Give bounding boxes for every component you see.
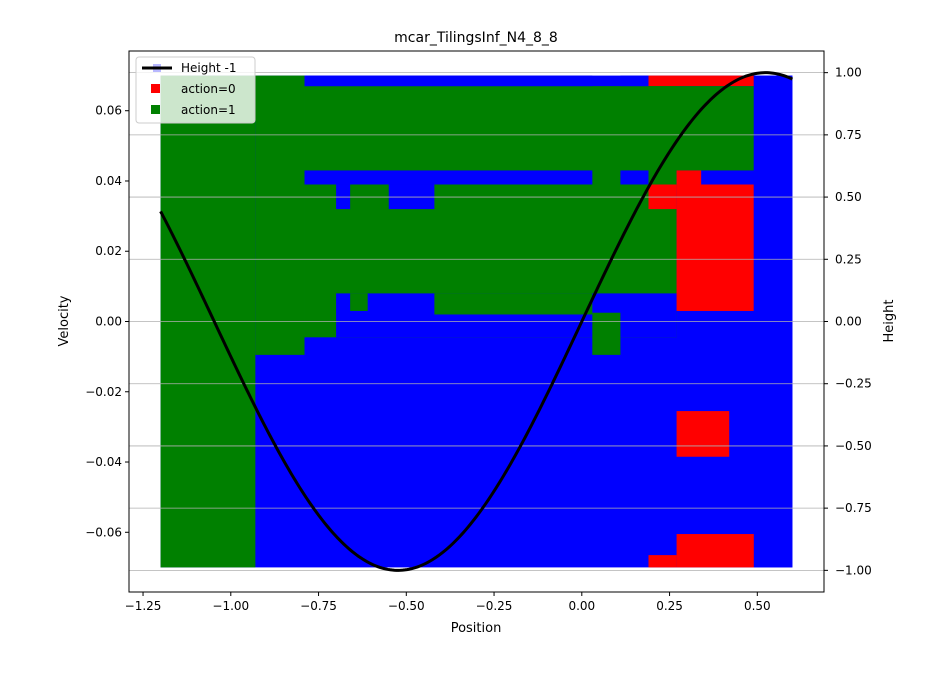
x-tick-label-3: −0.50 [388, 599, 425, 613]
x-tick-label-4: −0.25 [476, 599, 513, 613]
y2-axis-label: Height [882, 300, 897, 343]
y2-axis: −1.00 −0.75 −0.50 −0.25 0.00 0.25 0.50 0.75 1.00 [824, 66, 872, 577]
legend-marker-2 [151, 105, 160, 114]
y-tick-label-1: −0.04 [85, 455, 122, 469]
region-20 [676, 534, 754, 568]
legend-label-0: Height -1 [181, 61, 236, 75]
y2-tick-label-1: −0.75 [835, 501, 872, 515]
y-tick-label-2: −0.02 [85, 385, 122, 399]
y2-tick-label-7: 0.75 [835, 128, 862, 142]
region-10 [304, 75, 593, 87]
y2-tick-label-0: −1.00 [835, 563, 872, 577]
y2-tick-label-3: −0.25 [835, 377, 872, 391]
region-11 [620, 75, 649, 87]
region-1 [255, 75, 305, 355]
region-9 [620, 170, 649, 185]
y-tick-label-6: 0.06 [95, 104, 122, 118]
height-curve-layer [159, 71, 794, 572]
x-tick-label-6: 0.25 [656, 599, 683, 613]
region-21 [648, 555, 677, 568]
y2-tick-label-2: −0.50 [835, 439, 872, 453]
x-axis-label: Position [451, 621, 502, 636]
region-16 [676, 170, 702, 185]
region-19 [676, 411, 730, 457]
x-tick-label-5: 0.00 [568, 599, 595, 613]
region-12 [592, 312, 621, 355]
region-6 [304, 170, 593, 185]
y2-tick-label-5: 0.25 [835, 252, 862, 266]
y2-tick-label-8: 1.00 [835, 66, 862, 80]
y2-tick-label-4: 0.00 [835, 315, 862, 329]
height-curve-line [159, 71, 794, 572]
y2-tick-label-6: 0.50 [835, 190, 862, 204]
legend: Height -1 action=0 action=1 [135, 56, 256, 124]
chart-title: mcar_TilingsInf_N4_8_8 [394, 30, 558, 46]
x-tick-label-2: −0.75 [300, 599, 337, 613]
legend-marker-1 [151, 84, 160, 93]
x-axis: −1.25 −1.00 −0.75 −0.50 −0.25 0.00 0.25 0.50 [125, 592, 771, 613]
y-tick-label-5: 0.04 [95, 174, 122, 188]
region-5 [434, 293, 593, 315]
y-axis-label: Velocity [57, 295, 72, 346]
legend-label-2: action=1 [181, 103, 236, 117]
y-axis: −0.06 −0.04 −0.02 0.00 0.02 0.04 0.06 [85, 104, 129, 539]
legend-box [135, 56, 256, 124]
y-tick-label-0: −0.06 [85, 525, 122, 539]
x-tick-label-1: −1.00 [212, 599, 249, 613]
y-tick-label-4: 0.02 [95, 244, 122, 258]
region-15 [676, 184, 754, 311]
x-tick-label-0: −1.25 [125, 599, 162, 613]
y-tick-label-3: 0.00 [95, 315, 122, 329]
region-13 [648, 75, 754, 87]
region-4 [350, 293, 368, 311]
legend-label-1: action=0 [181, 82, 236, 96]
grid-lines [129, 72, 824, 571]
x-tick-label-7: 0.50 [744, 599, 771, 613]
